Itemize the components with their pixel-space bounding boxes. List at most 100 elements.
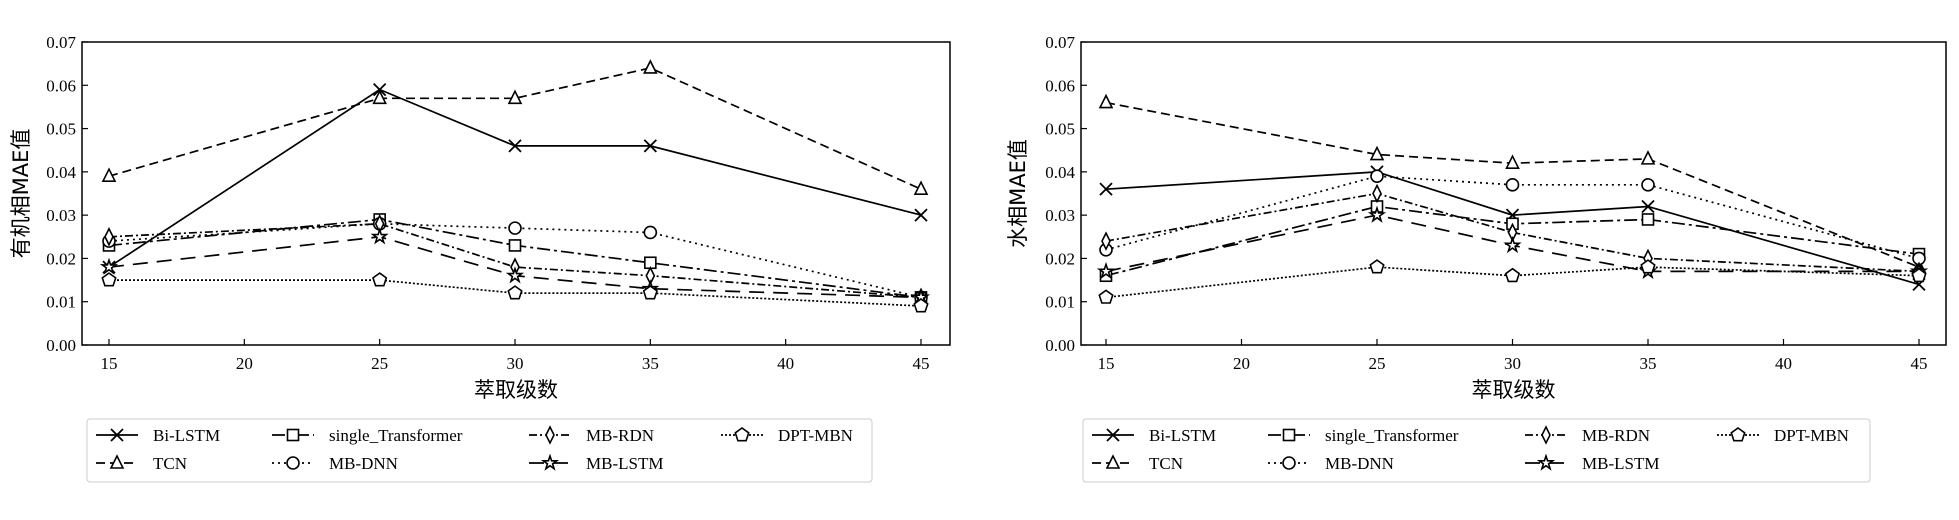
- series-mb-dnn: [1099, 169, 1926, 266]
- legend-label: MB-LSTM: [1582, 454, 1659, 473]
- legend-label: MB-RDN: [586, 426, 654, 445]
- legend-item: Bi-LSTM: [96, 426, 220, 445]
- x-tick-label: 30: [1504, 354, 1521, 373]
- series-line: [109, 279, 922, 307]
- legend-item: TCN: [96, 454, 187, 473]
- data-point-x-icon: [1641, 199, 1655, 214]
- aqueous-phase-chart: 15 20 25 30 35 40 45 0.00 0.01 0.02 0.03 0.04 0.05 0.…: [1006, 33, 1947, 483]
- data-point-triangle-icon: [643, 59, 658, 74]
- data-point-circle-icon: [643, 225, 658, 240]
- x-tick-label: 15: [1098, 354, 1115, 373]
- legend: Bi-LSTM single_Transformer MB-RDN DPT-MBN TC…: [1082, 418, 1871, 483]
- series-dpt-mbn: [101, 272, 929, 313]
- data-point-diamond-icon: [104, 226, 114, 247]
- series-tcn: [101, 59, 929, 195]
- y-tick-label: 0.04: [46, 163, 76, 182]
- data-point-pentagon-icon: [642, 285, 658, 300]
- legend-item: MB-DNN: [272, 454, 398, 473]
- y-tick-label: 0.00: [1045, 336, 1075, 355]
- x-axis-label: 萃取级数: [474, 378, 558, 402]
- x-tick-label: 15: [101, 354, 118, 373]
- data-point-triangle-icon: [507, 89, 523, 105]
- legend-label: single_Transformer: [1325, 426, 1459, 445]
- data-point-diamond-icon: [1101, 231, 1111, 251]
- data-point-pentagon-icon: [913, 298, 929, 313]
- y-tick-label: 0.05: [46, 120, 76, 139]
- legend-square-icon: [1282, 428, 1296, 442]
- legend-label: Bi-LSTM: [1149, 426, 1216, 445]
- y-tick-label: 0.06: [46, 76, 76, 95]
- x-tick-label: 45: [1911, 354, 1928, 373]
- legend-label: Bi-LSTM: [153, 426, 220, 445]
- legend-circle-icon: [286, 456, 300, 470]
- data-point-triangle-icon: [1098, 93, 1114, 109]
- legend-item: TCN: [1092, 454, 1183, 473]
- data-point-pentagon-icon: [372, 272, 388, 287]
- data-point-x-icon: [914, 208, 928, 222]
- y-tick-label: 0.06: [1045, 76, 1075, 95]
- legend-diamond-icon: [545, 425, 555, 445]
- data-point-circle-icon: [508, 221, 522, 235]
- data-point-x-icon: [1099, 182, 1113, 196]
- legend-label: MB-LSTM: [586, 454, 663, 473]
- y-tick-label: 0.03: [46, 206, 76, 225]
- x-axis-label: 萃取级数: [1472, 378, 1556, 402]
- legend-item: DPT-MBN: [721, 426, 853, 445]
- y-tick-label: 0.04: [1045, 163, 1075, 182]
- data-point-triangle-icon: [1369, 145, 1385, 161]
- data-point-square-icon: [1641, 213, 1655, 226]
- x-tick-label: 25: [1369, 354, 1386, 373]
- x-tick-label: 45: [913, 354, 930, 373]
- legend-label: DPT-MBN: [1774, 426, 1849, 445]
- legend-item: DPT-MBN: [1717, 426, 1849, 445]
- series-line: [108, 222, 922, 299]
- y-tick-label: 0.01: [1045, 293, 1075, 312]
- data-point-square-icon: [508, 239, 522, 252]
- axes-frame: [1080, 41, 1947, 346]
- organic-phase-chart: 15 20 25 30 35 40 45 0.00 0.01 0.02 0.03 0.04 0.05 0.…: [9, 33, 951, 483]
- y-tick-label: 0.01: [46, 293, 76, 312]
- axes-frame: [81, 41, 951, 346]
- legend-x-icon: [110, 428, 124, 442]
- y-axis-label: 有机相MAE值: [9, 129, 33, 259]
- y-tick-label: 0.07: [1045, 33, 1075, 52]
- y-tick-label: 0.02: [46, 249, 76, 268]
- legend-star-icon: [540, 453, 560, 471]
- legend-item: MB-LSTM: [1525, 453, 1659, 473]
- legend-x-icon: [1106, 428, 1120, 442]
- series-dpt-mbn: [1098, 259, 1927, 304]
- legend-circle-icon: [1282, 456, 1296, 470]
- data-point-x-icon: [508, 139, 522, 153]
- x-tick-label: 35: [1640, 354, 1657, 373]
- data-point-triangle-icon: [1640, 150, 1656, 165]
- legend-label: TCN: [153, 454, 187, 473]
- legend-label: TCN: [1149, 454, 1183, 473]
- data-point-pentagon-icon: [101, 272, 117, 287]
- legend-item: single_Transformer: [272, 426, 463, 445]
- legend-label: single_Transformer: [329, 426, 463, 445]
- data-point-pentagon-icon: [1911, 267, 1927, 283]
- legend-diamond-icon: [1541, 425, 1551, 445]
- data-point-triangle-icon: [913, 180, 929, 195]
- legend-item: MB-RDN: [1525, 425, 1650, 445]
- legend-item: MB-DNN: [1268, 454, 1394, 473]
- data-point-star-icon: [370, 227, 389, 245]
- legend-triangle-icon: [1105, 454, 1121, 469]
- legend-label: DPT-MBN: [778, 426, 853, 445]
- legend-item: single_Transformer: [1268, 426, 1459, 445]
- y-tick-label: 0.03: [1045, 206, 1075, 225]
- legend-label: MB-RDN: [1582, 426, 1650, 445]
- data-point-diamond-icon: [1372, 183, 1382, 204]
- data-point-star-icon: [505, 266, 525, 284]
- data-point-triangle-icon: [1505, 154, 1520, 169]
- data-point-pentagon-icon: [1640, 259, 1656, 274]
- legend-item: Bi-LSTM: [1092, 426, 1216, 445]
- y-tick-label: 0.02: [1045, 249, 1075, 268]
- legend-label: MB-DNN: [1325, 454, 1394, 473]
- data-point-star-icon: [1096, 261, 1116, 280]
- y-tick-label: 0.07: [46, 33, 76, 52]
- x-tick-label: 40: [777, 354, 794, 373]
- data-point-star-icon: [1367, 205, 1387, 223]
- data-point-triangle-icon: [372, 89, 387, 105]
